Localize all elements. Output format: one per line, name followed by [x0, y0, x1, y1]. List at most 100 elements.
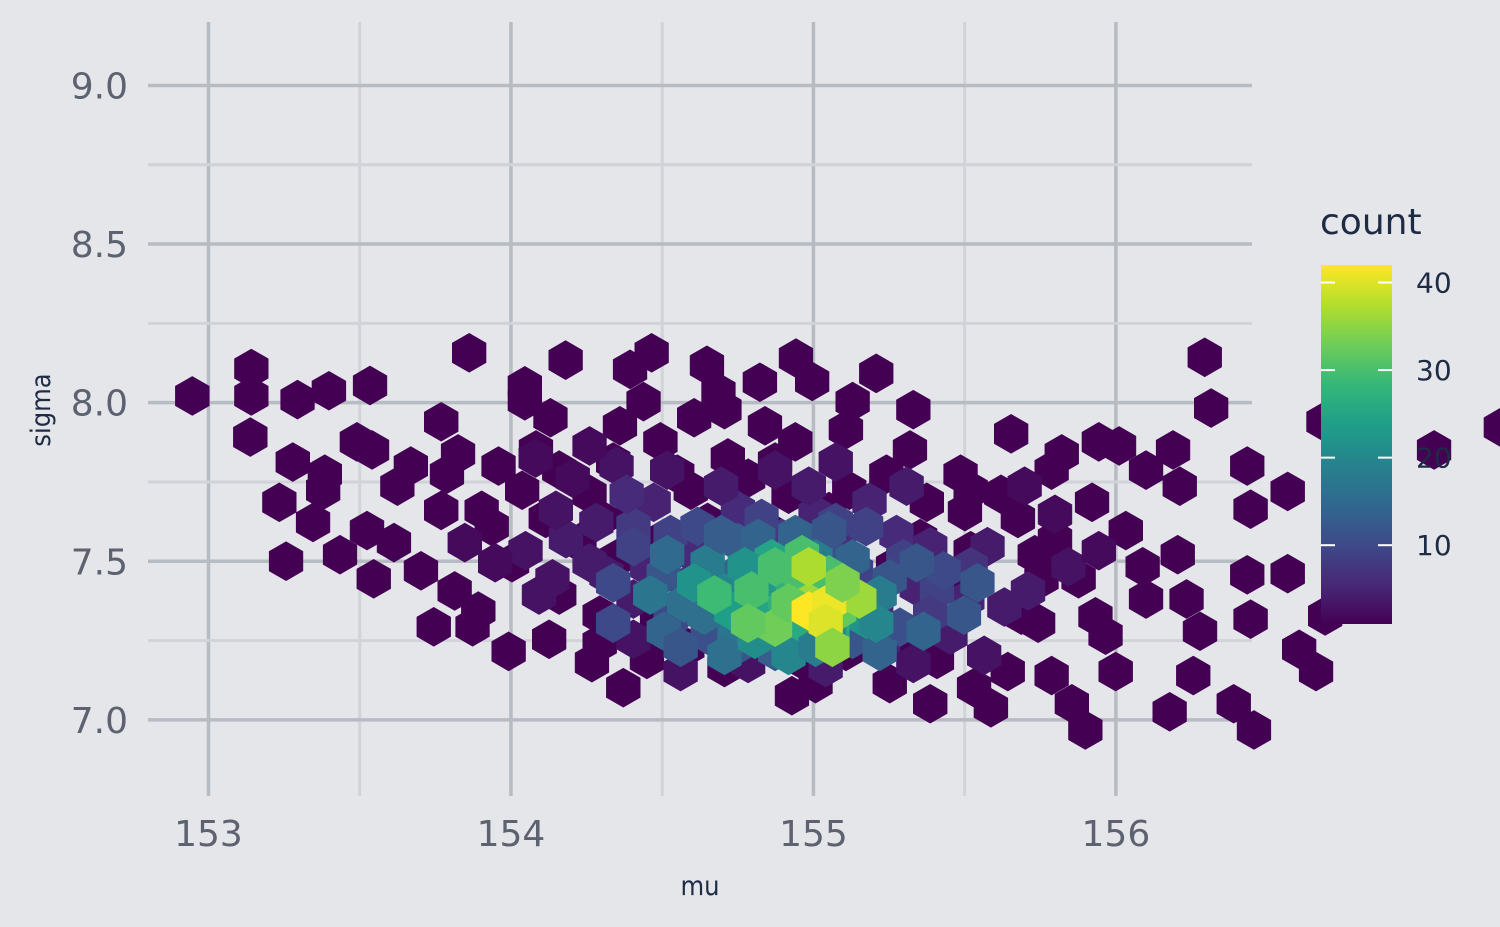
- hex-bin: [339, 422, 375, 462]
- hex-bin: [973, 687, 1009, 728]
- hex-bin: [175, 376, 210, 416]
- hex-bin: [1000, 498, 1036, 539]
- hex-bin: [555, 458, 590, 498]
- hex-bin: [1088, 615, 1123, 656]
- hex-bin: [305, 470, 341, 511]
- x-tick-label: 156: [1082, 814, 1151, 855]
- hex-bin: [1074, 482, 1110, 523]
- hex-bin: [1081, 530, 1116, 571]
- hex-bin: [896, 389, 931, 430]
- hex-bin: [1155, 430, 1191, 470]
- hex-bin: [423, 490, 459, 531]
- hex-bin: [1128, 579, 1164, 619]
- legend-tick-label: 40: [1416, 267, 1452, 300]
- hex-bin: [825, 563, 860, 603]
- hex-bin: [626, 381, 661, 422]
- hex-bin: [233, 417, 268, 457]
- hex-bin: [1108, 510, 1143, 551]
- hex-bin: [538, 490, 574, 531]
- hex-bin: [791, 546, 827, 587]
- legend-tick-label: 30: [1416, 354, 1452, 387]
- legend-title: count: [1320, 202, 1422, 243]
- y-tick-label: 9.0: [71, 66, 128, 107]
- x-tick-label: 153: [174, 814, 243, 855]
- hex-bin: [234, 348, 269, 389]
- hex-bin: [451, 333, 487, 373]
- hex-bin: [602, 405, 638, 446]
- hex-bin: [663, 627, 698, 668]
- hex-bin: [1236, 710, 1272, 750]
- hex-bin: [606, 667, 641, 708]
- hex-bin: [1160, 534, 1195, 575]
- hex-bin: [352, 365, 388, 406]
- hex-bin: [707, 389, 742, 430]
- legend-tick-label: 20: [1416, 442, 1452, 475]
- hex-bin: [1162, 466, 1197, 507]
- hex-bin: [859, 353, 894, 394]
- hex-bin: [953, 470, 988, 511]
- hex-bin: [791, 466, 827, 507]
- hex-bin: [376, 522, 412, 563]
- hex-bin: [481, 446, 516, 486]
- hex-bin: [774, 675, 810, 716]
- y-tick-label: 8.0: [71, 384, 128, 425]
- hex-bin: [533, 397, 568, 438]
- hex-bin: [518, 438, 553, 478]
- hex-bin: [703, 466, 739, 507]
- hex-bin: [703, 514, 739, 555]
- hex-bin: [548, 340, 583, 380]
- hex-bin: [535, 559, 570, 599]
- hex-bin: [595, 563, 631, 603]
- legend-tick-label: 10: [1416, 529, 1452, 562]
- hex-bin: [730, 603, 766, 644]
- hex-bin: [794, 361, 830, 402]
- hex-bin: [322, 534, 358, 575]
- hex-bin: [1037, 494, 1073, 535]
- hex-bin: [1416, 430, 1452, 470]
- hex-bin: [311, 370, 347, 411]
- hex-bin: [649, 450, 685, 490]
- hex-bin: [1054, 683, 1089, 724]
- hex-bin: [275, 442, 311, 482]
- hex-bin: [1230, 555, 1265, 595]
- hex-bin: [416, 606, 451, 647]
- hex-bin: [349, 510, 385, 551]
- hex-bin: [1182, 611, 1218, 652]
- hex-bin: [262, 482, 297, 523]
- y-tick-label: 7.0: [71, 701, 128, 742]
- hex-bin: [440, 434, 476, 474]
- hex-bin: [423, 401, 459, 442]
- hex-bin: [649, 534, 685, 575]
- y-axis-ticks: 7.0 7.5 8.0 8.5 9.0: [71, 66, 128, 741]
- x-tick-label: 154: [477, 814, 546, 855]
- legend-ticks: 10 20 30 40: [1321, 267, 1452, 562]
- hex-bins: [175, 333, 1500, 750]
- hex-bin: [1125, 546, 1160, 587]
- hex-bin: [1007, 466, 1042, 507]
- hex-bin: [815, 627, 850, 668]
- legend: count 10 20 30 40: [1320, 202, 1452, 624]
- hex-bin: [1270, 553, 1305, 594]
- hex-bin: [612, 349, 648, 390]
- hex-bin: [862, 631, 897, 672]
- hex-bin: [1152, 691, 1187, 732]
- hex-bin: [1081, 422, 1116, 462]
- hex-bin: [464, 490, 499, 531]
- hex-bin: [437, 571, 472, 611]
- hex-bin: [1176, 655, 1211, 696]
- hex-bin: [899, 542, 934, 583]
- hex-bin: [572, 426, 607, 466]
- hex-bin: [960, 563, 995, 603]
- y-axis-title: sigma: [26, 373, 57, 446]
- hex-bin: [697, 575, 732, 615]
- hex-bin: [1034, 655, 1069, 696]
- hex-bin: [268, 541, 304, 581]
- hex-bin: [507, 380, 543, 421]
- hex-bin: [889, 466, 924, 507]
- hex-bin: [1298, 651, 1334, 692]
- x-tick-label: 155: [779, 814, 848, 855]
- hex-bin: [633, 575, 668, 615]
- hex-bin: [393, 446, 429, 486]
- hex-bin: [609, 474, 644, 515]
